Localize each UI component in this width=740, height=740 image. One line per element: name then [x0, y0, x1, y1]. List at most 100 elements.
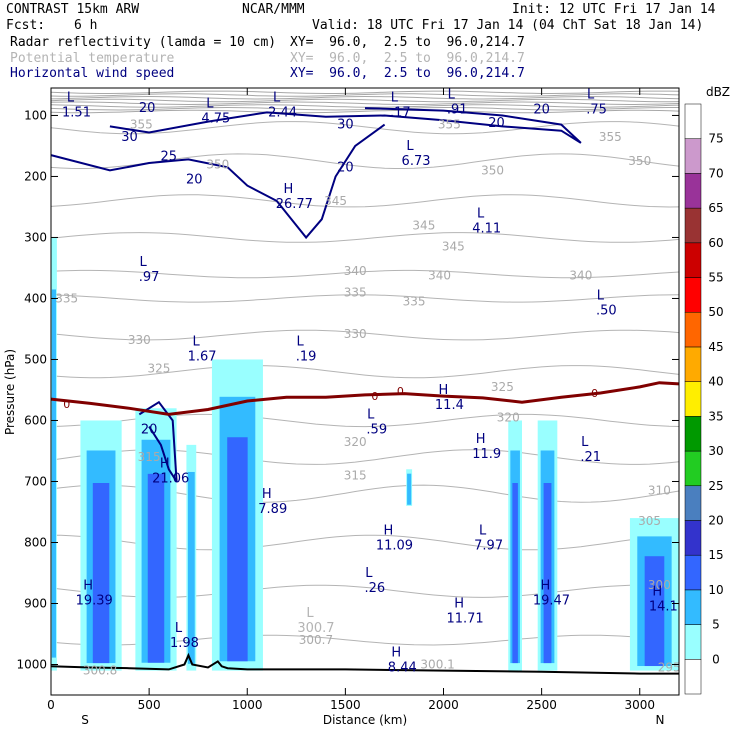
extremum-type-label: H	[391, 645, 401, 660]
y-tick-label: 300	[24, 230, 47, 244]
field-name-reflectivity: Radar reflectivity (lamda = 10 cm)	[10, 35, 277, 50]
colorbar-tick-label: 55	[708, 271, 723, 285]
isotach-label: 20	[186, 173, 203, 188]
isentrope-label: 300.1	[420, 657, 454, 671]
organization-label: NCAR/MMM	[242, 2, 305, 17]
extremum-type-label: L	[406, 139, 414, 154]
reflectivity-cell	[512, 483, 518, 664]
isentrope-label: 320	[497, 410, 520, 424]
extremum-type-label: L	[597, 289, 605, 304]
extremum-type-label: L	[140, 255, 148, 270]
isentrope-line	[50, 329, 680, 341]
valid-time: Valid: 18 UTC Fri 17 Jan 14 (04 ChT Sat …	[312, 18, 704, 33]
isentrope-label: 340	[428, 268, 451, 282]
isotach-label: 25	[160, 149, 177, 164]
colorbar-swatch	[684, 659, 702, 695]
isentrope-line	[50, 365, 680, 379]
colorbar-swatch	[684, 450, 702, 487]
reflectivity-cell	[644, 556, 665, 667]
extremum-value-label: 6.73	[402, 154, 431, 169]
colorbar-swatch	[684, 138, 702, 174]
isentrope-label: 330	[344, 327, 367, 341]
forecast-hour: 6 h	[74, 18, 98, 33]
y-tick-label: 1000	[16, 657, 47, 671]
x-tick-label: 2000	[428, 698, 459, 712]
extremum-value-label: .59	[366, 423, 387, 438]
extremum-type-label: H	[454, 597, 464, 612]
x-end-label-south: S	[81, 713, 89, 727]
isotach-label: 20	[141, 423, 158, 438]
colorbar-unit: dBZ	[706, 85, 730, 99]
isentrope-line	[50, 95, 680, 100]
extremum-type-label: H	[652, 584, 662, 599]
extremum-type-label: H	[160, 456, 170, 471]
extremum-value-label: .50	[596, 304, 617, 319]
x-tick-label: 1500	[330, 698, 361, 712]
freezing-level-label: 0	[397, 385, 404, 398]
isentrope-label: 330	[128, 333, 151, 347]
y-tick-label: 600	[24, 413, 47, 427]
extremum-value-label: .21	[580, 450, 601, 465]
extremum-value-label: .19	[296, 349, 317, 364]
isentrope-label: 300.8	[83, 664, 117, 678]
extremum-type-label: L	[306, 606, 314, 621]
isentrope-label: 340	[569, 268, 592, 282]
extremum-value-label: 21.06	[152, 471, 189, 486]
isentrope-line	[50, 194, 680, 208]
colorbar-tick-label: 70	[708, 166, 723, 180]
extremum-type-label: H	[476, 432, 486, 447]
reflectivity-cell	[227, 437, 248, 662]
colorbar-tick-label: 60	[708, 236, 723, 250]
y-tick-label: 200	[24, 169, 47, 183]
extremum-type-label: L	[391, 90, 399, 105]
y-tick-label: 400	[24, 291, 47, 305]
colorbar-tick-label: 40	[708, 375, 723, 389]
extremum-value-label: .75	[586, 102, 607, 117]
extremum-value-label: 7.97	[474, 538, 503, 553]
extremum-type-label: L	[581, 435, 589, 450]
extremum-value-label: 300.7	[297, 621, 334, 636]
extremum-type-label: L	[479, 523, 487, 538]
isentrope-line	[50, 269, 680, 279]
extremum-type-label: L	[192, 334, 200, 349]
colorbar-tick-label: 10	[708, 583, 723, 597]
isentrope-label: 335	[55, 291, 78, 305]
isentrope-label: 335	[344, 285, 367, 299]
extremum-type-label: H	[283, 182, 293, 197]
extremum-type-label: L	[206, 96, 214, 111]
isentrope-label: 335	[403, 295, 426, 309]
extremum-value-label: 4.11	[472, 221, 501, 236]
isentrope-label: 325	[491, 380, 514, 394]
x-end-label-north: N	[656, 713, 665, 727]
colorbar-tick-label: 65	[708, 201, 723, 215]
extremum-value-label: 11.4	[435, 398, 464, 413]
freezing-level-label: 0	[591, 387, 598, 400]
colorbar-swatch	[684, 416, 702, 452]
extremum-value-label: 19.39	[76, 593, 113, 608]
extremum-type-label: H	[438, 383, 448, 398]
isentrope-line	[50, 98, 680, 103]
reflectivity-cell	[92, 483, 110, 664]
isotach-label: 30	[121, 130, 138, 145]
isotach-line	[50, 123, 386, 240]
isotach-label: 20	[337, 160, 354, 175]
colorbar-swatch	[684, 277, 702, 313]
extremum-value-label: 2.44	[268, 105, 297, 120]
extremum-type-label: L	[477, 206, 485, 221]
isentrope-line	[50, 109, 680, 114]
field-xy-wind: XY= 96.0, 2.5 to 96.0,214.7	[290, 66, 525, 81]
isentrope-label: 295	[658, 661, 681, 675]
extremum-value-label: 11.09	[376, 538, 413, 553]
extremum-value-label: 4.75	[201, 111, 230, 126]
colorbar-swatch	[684, 207, 702, 244]
colorbar-tick-label: 50	[708, 305, 723, 319]
isentrope-label: 345	[442, 240, 465, 254]
extremum-value-label: .17	[390, 105, 411, 120]
extremum-value-label: 1.51	[62, 105, 91, 120]
x-tick-label: 0	[47, 698, 55, 712]
x-tick-label: 2500	[526, 698, 557, 712]
reflectivity-cell	[147, 473, 165, 663]
extremum-value-label: 14.1	[649, 599, 678, 614]
extremum-type-label: L	[365, 566, 373, 581]
isentrope-label: 355	[438, 118, 461, 132]
